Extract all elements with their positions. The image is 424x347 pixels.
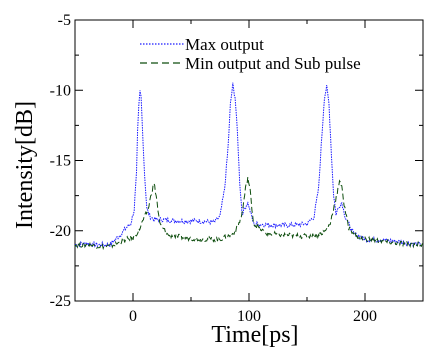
legend-label-max-output: Max output (185, 35, 264, 54)
x-tick-label: 0 (129, 308, 137, 325)
y-tick-label: -10 (50, 82, 71, 99)
axis-ticks: 0 100 200 -25 -20 -15 -10 -5 (50, 12, 424, 325)
legend-label-min-output: Min output and Sub pulse (185, 54, 361, 73)
y-tick-label: -20 (50, 223, 71, 240)
series-line-1 (74, 177, 424, 251)
y-tick-label: -25 (50, 293, 71, 310)
series-layer (74, 82, 424, 251)
y-tick-label: -5 (58, 12, 71, 29)
y-axis-title: Intensity[dB] (12, 101, 38, 229)
legend: Max output Min output and Sub pulse (140, 35, 361, 73)
x-tick-label: 100 (237, 308, 261, 325)
y-tick-label: -15 (50, 153, 71, 170)
x-tick-label: 200 (353, 308, 377, 325)
x-axis-title: Time[ps] (211, 322, 298, 347)
series-line-0 (74, 82, 424, 249)
